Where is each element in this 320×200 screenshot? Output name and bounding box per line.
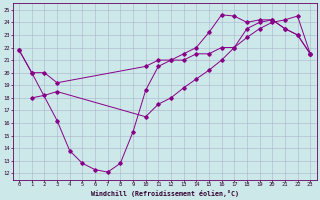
X-axis label: Windchill (Refroidissement éolien,°C): Windchill (Refroidissement éolien,°C) [91,190,239,197]
